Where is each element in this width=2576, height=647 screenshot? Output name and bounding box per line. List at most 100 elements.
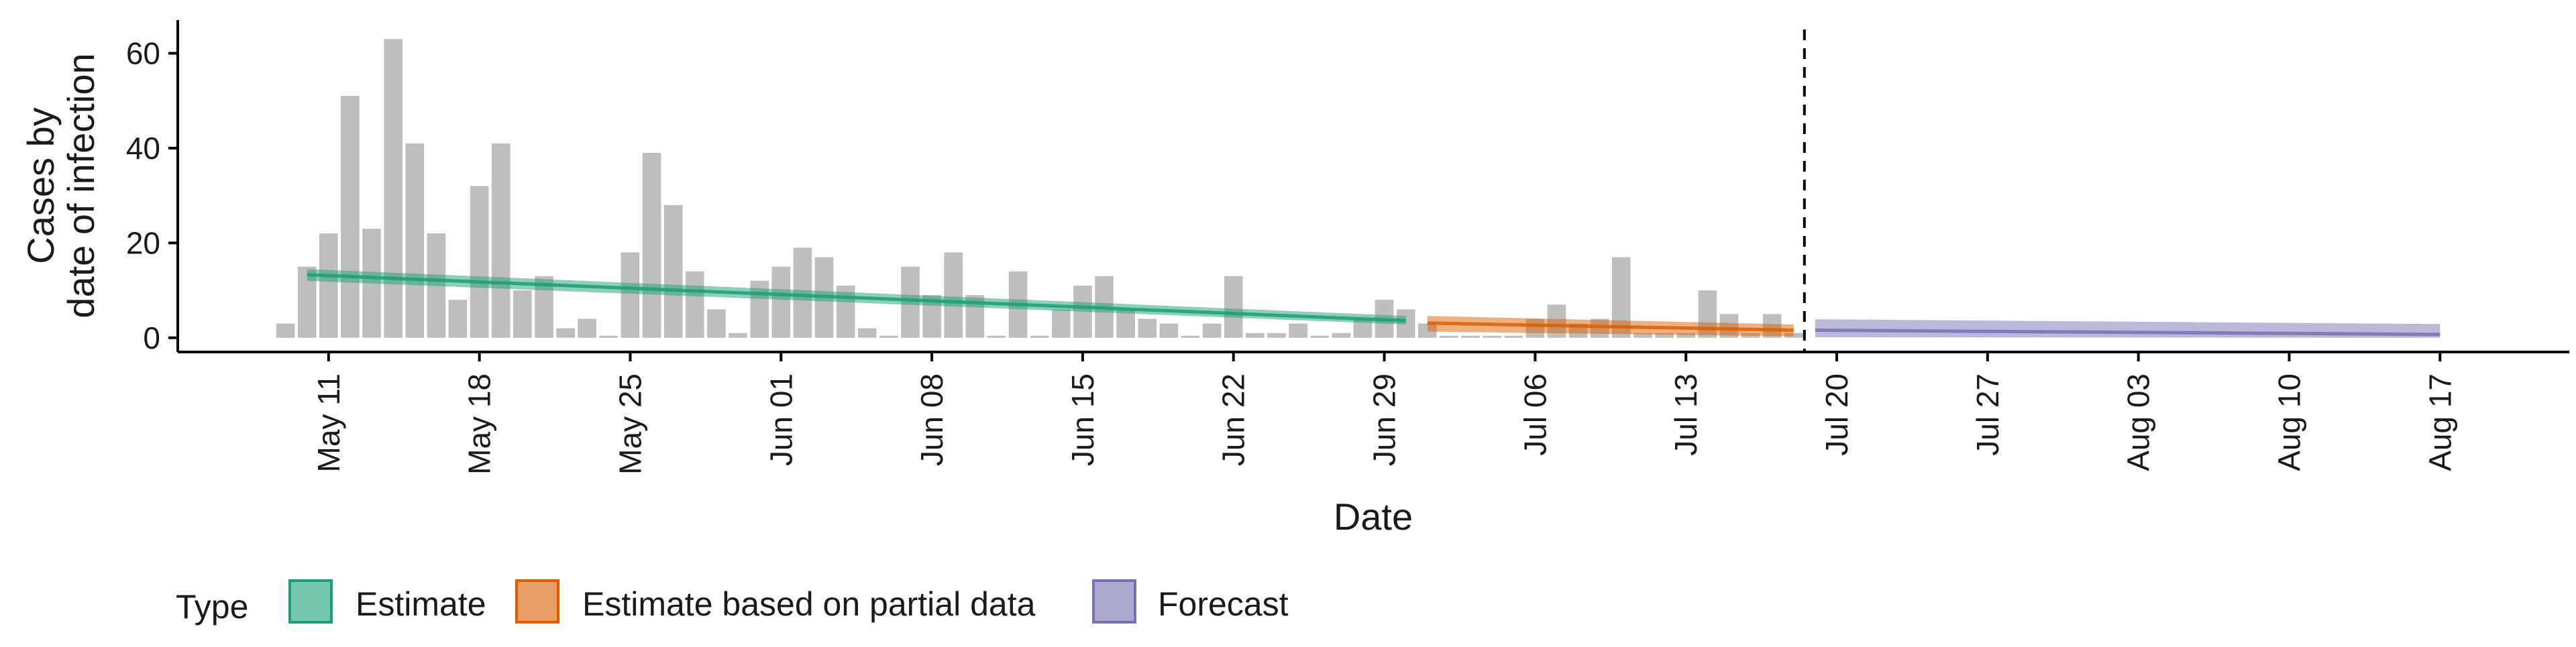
case-bar	[1181, 335, 1200, 338]
median-line-estimate	[307, 273, 1406, 322]
x-tick-label: May 25	[613, 373, 648, 475]
case-bar	[1762, 314, 1782, 338]
x-tick-label: Jun 15	[1065, 373, 1100, 466]
case-bar	[1224, 276, 1243, 338]
case-bar	[1418, 323, 1437, 338]
x-tick-label: Aug 03	[2121, 373, 2156, 471]
case-bar	[987, 335, 1006, 338]
x-tick-label: Jun 08	[914, 373, 949, 466]
median-line-forecast	[1815, 329, 2440, 337]
case-bar	[319, 233, 338, 338]
legend-label-partial: Estimate based on partial data	[582, 585, 1036, 623]
case-bar	[1483, 335, 1501, 338]
bars-layer	[276, 39, 1803, 338]
case-bar	[513, 290, 532, 338]
case-bar	[836, 286, 855, 338]
case-bar	[1612, 257, 1631, 338]
case-bar	[1655, 333, 1674, 338]
legend-title: Type	[176, 588, 248, 626]
x-axis-title: Date	[1334, 495, 1413, 538]
case-bar	[1461, 335, 1480, 338]
case-bar	[405, 143, 425, 338]
x-tick-label: May 18	[462, 373, 497, 475]
x-tick-label: Jun 01	[763, 373, 798, 466]
case-bar	[901, 266, 920, 338]
case-bar	[599, 335, 619, 338]
legend-label-estimate: Estimate	[356, 585, 486, 623]
y-tick-label: 0	[143, 320, 160, 355]
case-bar	[793, 247, 812, 338]
case-bar	[491, 143, 511, 338]
x-tick-label: Aug 10	[2272, 373, 2307, 471]
case-bar	[1504, 335, 1523, 338]
case-bar	[427, 233, 446, 338]
legend-key-forecast	[1092, 579, 1136, 624]
median-line-estimate-based-on-partial-data	[1427, 321, 1794, 332]
x-tick-label: Jul 20	[1819, 373, 1854, 456]
case-bar	[1267, 333, 1286, 338]
case-bar	[1719, 314, 1739, 338]
y-tick-label: 20	[126, 225, 160, 260]
case-bar	[297, 266, 317, 338]
legend: Type Estimate Estimate based on partial …	[176, 579, 1289, 626]
case-bar	[750, 280, 769, 338]
case-bar	[384, 39, 402, 338]
case-bar	[707, 309, 726, 338]
x-tick-label: Jul 06	[1517, 373, 1552, 456]
case-bar	[1741, 333, 1760, 338]
y-tick-label: 40	[126, 131, 160, 166]
case-bar	[729, 333, 747, 338]
case-bar	[771, 266, 791, 338]
case-bar	[1590, 318, 1609, 338]
case-bar	[1440, 335, 1458, 338]
case-bar	[276, 323, 295, 338]
case-bar	[642, 153, 661, 338]
case-bar	[1353, 318, 1373, 338]
case-bar	[470, 186, 489, 338]
x-tick-label: May 11	[311, 373, 346, 472]
case-bar	[341, 96, 360, 338]
x-tick-label: Jul 13	[1668, 373, 1703, 456]
case-bar	[448, 300, 468, 338]
case-bar	[362, 229, 381, 338]
case-bar	[663, 204, 683, 338]
case-bar	[1030, 335, 1049, 338]
legend-key-partial	[515, 579, 559, 624]
y-tick-label: 60	[126, 36, 160, 71]
x-tick-label: Aug 17	[2422, 373, 2457, 471]
case-bar	[1633, 333, 1652, 338]
y-ticks: 0 20 40 60	[126, 36, 178, 355]
x-tick-label: Jun 22	[1216, 373, 1251, 466]
case-bar	[1073, 286, 1092, 338]
legend-key-estimate	[288, 579, 333, 624]
case-bar	[1310, 335, 1329, 338]
x-tick-label: Jun 29	[1367, 373, 1402, 466]
case-bar	[621, 252, 640, 338]
case-bar	[578, 318, 596, 338]
y-axis-title-line-2: date of infection	[60, 53, 102, 318]
case-bar	[1202, 323, 1222, 338]
case-bar	[1547, 304, 1566, 338]
ribbons-layer	[307, 269, 2440, 338]
case-bar	[1159, 323, 1179, 338]
case-bar	[1116, 309, 1135, 338]
case-bar	[556, 328, 575, 338]
case-bar	[1396, 309, 1415, 338]
case-bar	[1332, 333, 1351, 338]
x-tick-label: Jul 27	[1970, 373, 2005, 456]
case-bar	[857, 328, 877, 338]
legend-label-forecast: Forecast	[1158, 585, 1289, 623]
axes-layer	[176, 20, 2569, 353]
case-bar	[686, 271, 704, 338]
case-bar	[944, 252, 963, 338]
case-bar	[1246, 333, 1265, 338]
case-bar	[1784, 333, 1803, 338]
case-bar	[1052, 309, 1071, 338]
y-axis-title-line-1: Cases by	[19, 107, 62, 263]
case-bar	[1138, 318, 1157, 338]
case-bar	[879, 335, 898, 338]
case-bar	[1676, 333, 1695, 338]
case-bar	[1525, 318, 1545, 338]
